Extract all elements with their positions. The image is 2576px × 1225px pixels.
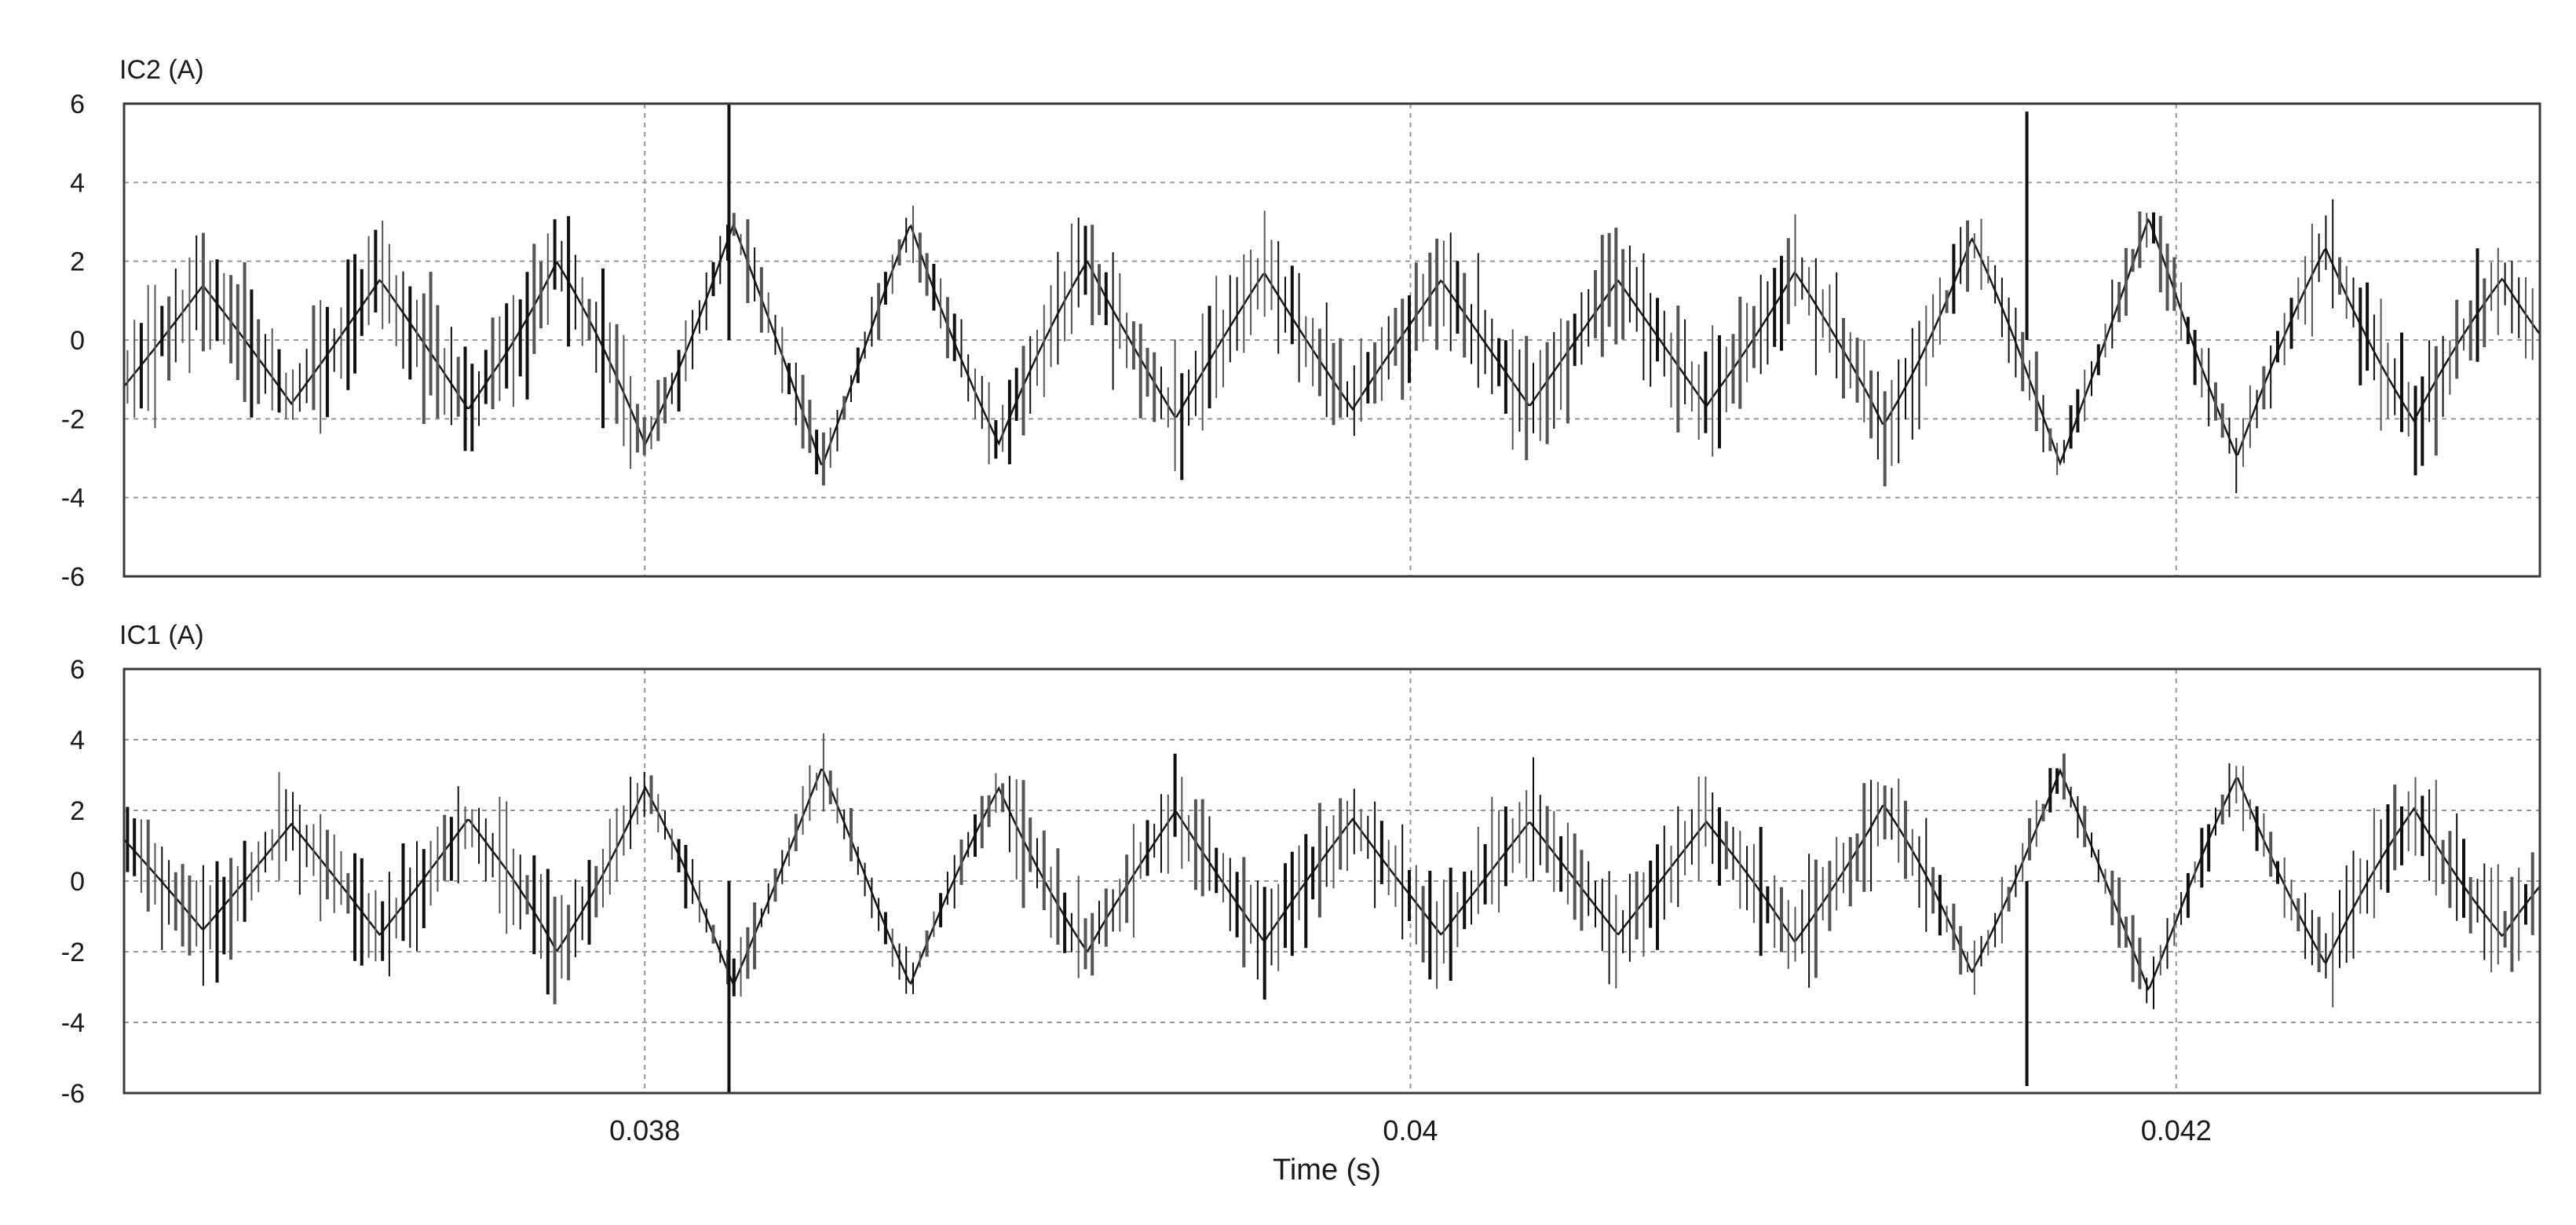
- x-tick-label: 0.042: [2141, 1114, 2212, 1146]
- y-tick-label: -2: [61, 404, 85, 434]
- y-tick-label: -6: [61, 1079, 85, 1109]
- ic1-plot-frame: [122, 667, 2541, 1095]
- y-tick-label: -4: [61, 1008, 85, 1038]
- y-tick-label: 4: [70, 168, 85, 198]
- ic1-title: IC1 (A): [119, 620, 204, 650]
- ic2-panel: IC2 (A) 6 4 2 0 -2 -4 -6: [61, 55, 2541, 592]
- y-tick-label: 6: [70, 655, 85, 685]
- y-tick-label: -2: [61, 938, 85, 967]
- ic2-trace: [124, 104, 2540, 493]
- ic1-y-ticks: 6 4 2 0 -2 -4 -6: [61, 655, 85, 1109]
- ic2-plot-frame: [122, 102, 2541, 578]
- y-tick-label: 6: [70, 90, 85, 119]
- x-axis-label: Time (s): [1273, 1154, 1381, 1187]
- y-tick-label: 0: [70, 326, 85, 356]
- y-tick-label: 2: [70, 796, 85, 826]
- x-tick-label: 0.038: [609, 1114, 680, 1146]
- ic1-trace: [124, 733, 2540, 1093]
- ic1-grid: [124, 669, 2540, 1093]
- x-tick-label: 0.04: [1383, 1114, 1438, 1146]
- y-tick-label: 2: [70, 247, 85, 277]
- ic1-x-ticks: 0.038 0.04 0.042: [609, 1114, 2212, 1146]
- y-tick-label: -6: [61, 562, 85, 592]
- y-tick-label: -4: [61, 484, 85, 514]
- y-tick-label: 4: [70, 726, 85, 755]
- y-tick-label: 0: [70, 867, 85, 897]
- ic2-title: IC2 (A): [119, 55, 204, 85]
- ic2-y-ticks: 6 4 2 0 -2 -4 -6: [61, 90, 85, 592]
- ic1-panel: IC1 (A) 6 4 2 0 -2 -4 -6 0.038 0.04 0.042 Time (…: [61, 620, 2541, 1187]
